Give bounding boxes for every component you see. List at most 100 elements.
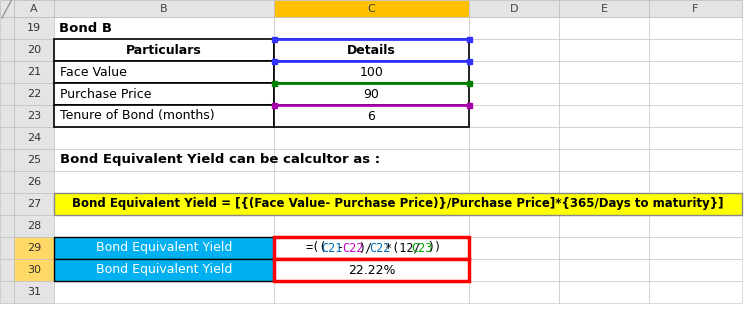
Bar (649, 281, 742, 303)
Bar (649, 149, 742, 171)
Text: 28: 28 (27, 221, 41, 231)
Bar (559, 105, 649, 127)
Text: =((: =(( (305, 241, 327, 255)
Text: C22: C22 (369, 241, 391, 255)
Bar (0, 105, 14, 127)
Bar (0, 149, 14, 171)
Text: Bond Equivalent Yield: Bond Equivalent Yield (96, 263, 232, 277)
Text: 19: 19 (27, 23, 41, 33)
Bar (559, 39, 649, 61)
Bar (54, 17, 274, 39)
Bar (466, 102, 472, 108)
Bar (54, 105, 274, 127)
Bar (274, 171, 469, 193)
Bar (14, 259, 54, 281)
Bar (14, 171, 54, 193)
Bar (469, 61, 559, 83)
Bar (649, 215, 742, 237)
Bar (274, 39, 469, 61)
Bar (274, 61, 469, 83)
Bar (469, 215, 559, 237)
Text: 25: 25 (27, 155, 41, 165)
Bar (0, 83, 14, 105)
Bar (0, 259, 14, 281)
Bar (559, 127, 649, 149)
Bar (0, 193, 14, 215)
Bar (649, 193, 742, 215)
Text: -: - (337, 241, 344, 255)
Text: C22: C22 (342, 241, 363, 255)
Bar (14, 0, 54, 17)
Text: C: C (368, 4, 376, 13)
Text: C23: C23 (412, 241, 433, 255)
Bar (649, 83, 742, 105)
Bar (0, 171, 14, 193)
Bar (466, 58, 472, 63)
Bar (469, 149, 559, 171)
Text: )): )) (427, 241, 442, 255)
Text: 22: 22 (27, 89, 41, 99)
Bar (559, 171, 649, 193)
Bar (469, 39, 559, 61)
Bar (14, 237, 54, 259)
Text: Bond Equivalent Yield: Bond Equivalent Yield (96, 241, 232, 255)
Bar (54, 237, 274, 259)
Text: B: B (160, 4, 167, 13)
Bar (274, 237, 469, 259)
Text: Bond Equivalent Yield = [{(Face Value- Purchase Price)}/Purchase Price]*{365/Day: Bond Equivalent Yield = [{(Face Value- P… (72, 197, 724, 211)
Bar (649, 39, 742, 61)
Bar (0, 215, 14, 237)
Bar (649, 237, 742, 259)
Bar (274, 0, 469, 17)
Bar (469, 17, 559, 39)
Bar (274, 127, 469, 149)
Bar (649, 105, 742, 127)
Bar (469, 281, 559, 303)
Bar (54, 61, 274, 83)
Bar (559, 281, 649, 303)
Text: 20: 20 (27, 45, 41, 55)
Text: C21: C21 (321, 241, 342, 255)
Bar (54, 193, 274, 215)
Bar (0, 281, 14, 303)
Text: 100: 100 (360, 65, 384, 78)
Bar (54, 39, 274, 61)
Bar (14, 149, 54, 171)
Bar (54, 83, 274, 105)
Text: 23: 23 (27, 111, 41, 121)
Bar (54, 0, 274, 17)
Bar (274, 259, 469, 281)
Bar (274, 259, 469, 281)
Bar (559, 17, 649, 39)
Bar (559, 193, 649, 215)
Bar (649, 259, 742, 281)
Bar (54, 61, 274, 83)
Text: D: D (510, 4, 518, 13)
Bar (272, 102, 276, 108)
Bar (649, 171, 742, 193)
Bar (559, 237, 649, 259)
Bar (14, 39, 54, 61)
Bar (466, 36, 472, 41)
Bar (14, 105, 54, 127)
Bar (54, 39, 274, 61)
Bar (54, 149, 274, 171)
Bar (272, 80, 276, 85)
Bar (469, 0, 559, 17)
Text: 29: 29 (27, 243, 41, 253)
Text: 27: 27 (27, 199, 41, 209)
Bar (559, 83, 649, 105)
Bar (559, 259, 649, 281)
Text: Face Value: Face Value (60, 65, 127, 78)
Bar (54, 237, 274, 259)
Bar (14, 17, 54, 39)
Bar (274, 17, 469, 39)
Text: Details: Details (347, 43, 396, 56)
Text: 21: 21 (27, 67, 41, 77)
Bar (466, 80, 472, 85)
Bar (14, 83, 54, 105)
Bar (469, 83, 559, 105)
Bar (274, 215, 469, 237)
Text: 6: 6 (367, 109, 376, 122)
Bar (469, 127, 559, 149)
